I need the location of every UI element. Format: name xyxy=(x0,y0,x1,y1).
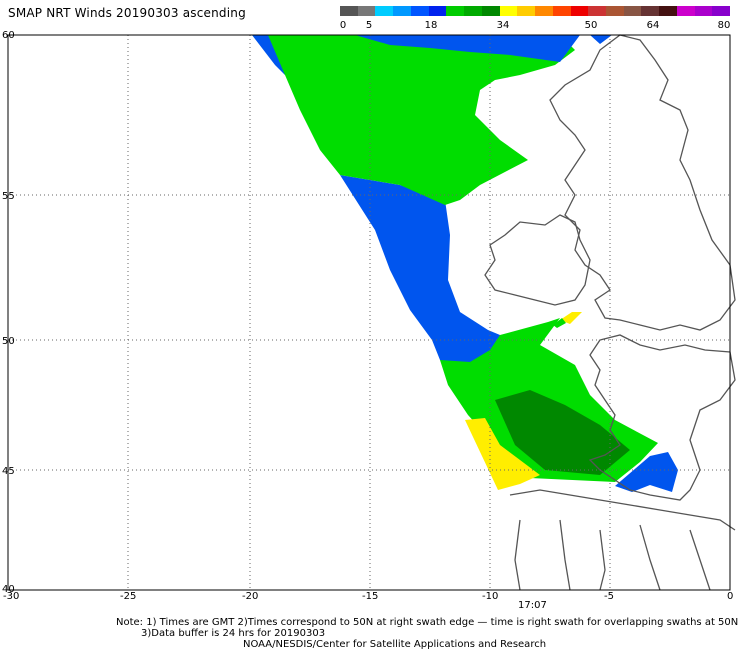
colorbar-label-80: 80 xyxy=(717,20,731,31)
map-title: SMAP NRT Winds 20190303 ascending xyxy=(8,6,246,20)
colorbar-segment-20 xyxy=(694,6,713,16)
colorbar-label-34: 34 xyxy=(496,20,510,31)
wind-swath-blue-top-left xyxy=(252,35,285,75)
lon-tick-30w: -30 xyxy=(3,591,19,602)
wind-swath-small-patch-green xyxy=(553,318,566,328)
wind-swath-darkgreen-south xyxy=(495,390,630,475)
lon-tick-20w: -20 xyxy=(242,591,258,602)
lon-tick-15w: -15 xyxy=(362,591,378,602)
colorbar-segment-6 xyxy=(446,6,465,16)
colorbar-label-18: 18 xyxy=(424,20,438,31)
colorbar-segment-18 xyxy=(659,6,677,16)
colorbar-segment-7 xyxy=(464,6,482,16)
lat-tick-50: 50 xyxy=(2,336,15,347)
colorbar-labels: 0 5 18 34 50 64 80 xyxy=(339,20,731,32)
colorbar-label-64: 64 xyxy=(646,20,660,31)
colorbar-segment-21 xyxy=(712,6,731,16)
wind-swath-blue-top xyxy=(355,35,580,62)
colorbar-segment-19 xyxy=(676,6,695,16)
colorbar-segment-1 xyxy=(357,6,376,16)
lat-tick-60: 60 xyxy=(2,30,15,41)
footnote-line-2: 3)Data buffer is 24 hrs for 20190303 xyxy=(141,628,326,639)
lon-tick-5w: -5 xyxy=(604,591,614,602)
colorbar-segment-13 xyxy=(570,6,589,16)
colorbar-segment-16 xyxy=(623,6,642,16)
lon-tick-25w: -25 xyxy=(120,591,136,602)
wind-swath-small-patch xyxy=(560,312,582,324)
wind-swath-yellow xyxy=(465,418,540,490)
wind-speed-colorbar xyxy=(340,6,731,16)
wind-swath-blue-biscay xyxy=(615,452,678,492)
colorbar-label-0: 0 xyxy=(339,20,347,31)
colorbar-segment-2 xyxy=(375,6,394,16)
lon-tick-10w: -10 xyxy=(482,591,498,602)
colorbar-label-50: 50 xyxy=(584,20,598,31)
colorbar-segment-8 xyxy=(481,6,500,16)
map-frame xyxy=(7,34,731,591)
footnote-line-3: NOAA/NESDIS/Center for Satellite Applica… xyxy=(243,639,547,650)
colorbar-segment-10 xyxy=(517,6,536,16)
colorbar-segment-15 xyxy=(606,6,624,16)
footnote-line-1: Note: 1) Times are GMT 2)Times correspon… xyxy=(116,617,739,628)
lat-tick-45: 45 xyxy=(2,466,15,477)
wind-swath-blue-top-right xyxy=(590,35,612,44)
coastlines xyxy=(484,34,736,591)
colorbar-segment-11 xyxy=(535,6,553,16)
graticule xyxy=(8,35,730,590)
lon-tick-0: 0 xyxy=(727,591,733,602)
colorbar-segment-3 xyxy=(393,6,411,16)
wind-swath-green-north xyxy=(252,35,575,205)
colorbar-segment-17 xyxy=(641,6,660,16)
colorbar-segment-9 xyxy=(499,6,518,16)
colorbar-segment-12 xyxy=(552,6,571,16)
colorbar-segment-14 xyxy=(588,6,607,16)
lat-tick-40: 40 xyxy=(2,584,15,595)
swath-time-label: 17:07 xyxy=(518,600,547,611)
lat-tick-55: 55 xyxy=(2,191,15,202)
wind-swath-blue-middle xyxy=(340,175,500,362)
colorbar-segment-0 xyxy=(340,6,358,16)
colorbar-label-5: 5 xyxy=(365,20,373,31)
colorbar-segment-4 xyxy=(410,6,429,16)
colorbar-segment-5 xyxy=(428,6,447,16)
